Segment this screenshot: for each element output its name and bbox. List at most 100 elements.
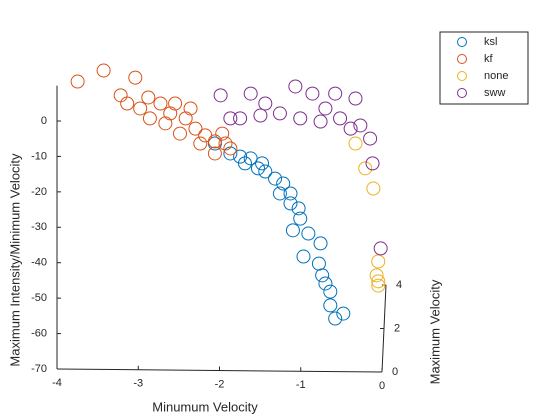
legend-label: none	[484, 70, 508, 82]
point	[223, 146, 238, 161]
point	[283, 186, 298, 201]
z-tick-label: 4	[396, 279, 402, 291]
x-tick-label: -3	[133, 378, 143, 390]
point	[188, 121, 203, 136]
point	[365, 156, 380, 171]
point	[328, 311, 343, 326]
point	[336, 306, 351, 321]
point	[193, 136, 208, 151]
point	[237, 156, 252, 171]
point	[291, 201, 306, 216]
point	[333, 111, 348, 126]
point	[323, 298, 338, 313]
point	[296, 249, 311, 264]
y-tick-label: -20	[31, 186, 47, 198]
point	[371, 274, 386, 289]
point	[158, 116, 173, 131]
point	[272, 186, 287, 201]
point	[371, 278, 386, 293]
point	[276, 176, 291, 191]
point	[178, 111, 193, 126]
point	[328, 86, 343, 101]
point	[120, 96, 135, 111]
point	[348, 136, 363, 151]
point	[223, 111, 238, 126]
point	[301, 226, 316, 241]
point	[366, 181, 381, 196]
point	[213, 88, 228, 103]
point	[358, 161, 373, 176]
point	[128, 70, 143, 85]
point	[172, 126, 187, 141]
point	[253, 108, 268, 123]
point	[369, 268, 384, 283]
point	[311, 256, 326, 271]
legend-label: ksl	[484, 36, 497, 48]
x-axis-label: Minumum Velocity	[152, 399, 258, 414]
point	[363, 131, 378, 146]
legend-label: kf	[484, 53, 494, 65]
point	[133, 101, 148, 116]
point	[373, 241, 388, 256]
legend-marker	[457, 71, 467, 81]
y-tick-label: -40	[31, 257, 47, 269]
point	[183, 101, 198, 116]
point	[141, 90, 156, 105]
legend-marker	[457, 37, 467, 47]
x-tick-label: -4	[52, 377, 62, 389]
point	[255, 156, 270, 171]
point	[258, 164, 273, 179]
y-tick-label: 0	[41, 115, 47, 127]
point	[70, 74, 85, 89]
point	[215, 126, 230, 141]
legend-box	[439, 31, 529, 105]
point	[250, 161, 265, 176]
z-tick-label: 0	[392, 366, 398, 378]
point	[343, 121, 358, 136]
z-axis-label: Maximum Velocity	[427, 279, 442, 384]
x-tick-label: -1	[296, 379, 306, 391]
point	[293, 111, 308, 126]
point	[207, 146, 222, 161]
point	[285, 223, 300, 238]
point	[323, 284, 338, 299]
x-tick-label: -2	[215, 378, 225, 390]
x-tick-label: 0	[379, 380, 385, 392]
point	[113, 88, 128, 103]
point	[268, 171, 283, 186]
point	[223, 141, 238, 156]
point	[348, 91, 363, 106]
point	[96, 63, 111, 78]
point	[243, 86, 258, 101]
point	[293, 211, 308, 226]
y-tick-label: -30	[31, 221, 47, 233]
point	[163, 106, 178, 121]
point	[371, 254, 386, 269]
y-axis-label: Maximum Intensity/Minimum Velocity	[7, 153, 22, 367]
point	[153, 96, 168, 111]
point	[207, 134, 222, 149]
point	[353, 118, 368, 133]
y-tick-label: -70	[31, 363, 47, 375]
legend-label: sww	[484, 87, 505, 99]
legend-marker	[457, 54, 467, 64]
point	[305, 86, 320, 101]
y-tick-label: -50	[31, 292, 47, 304]
y-tick-label: -10	[31, 150, 47, 162]
point	[313, 236, 328, 251]
point	[168, 96, 183, 111]
point	[233, 111, 248, 126]
point	[313, 114, 328, 129]
y-tick-label: -60	[31, 327, 47, 339]
point	[288, 79, 303, 94]
legend-marker	[457, 88, 467, 98]
point	[272, 106, 287, 121]
point	[315, 268, 330, 283]
point	[258, 96, 273, 111]
point	[318, 101, 333, 116]
point	[283, 196, 298, 211]
point	[218, 136, 233, 151]
point	[142, 111, 157, 126]
point	[318, 276, 333, 291]
